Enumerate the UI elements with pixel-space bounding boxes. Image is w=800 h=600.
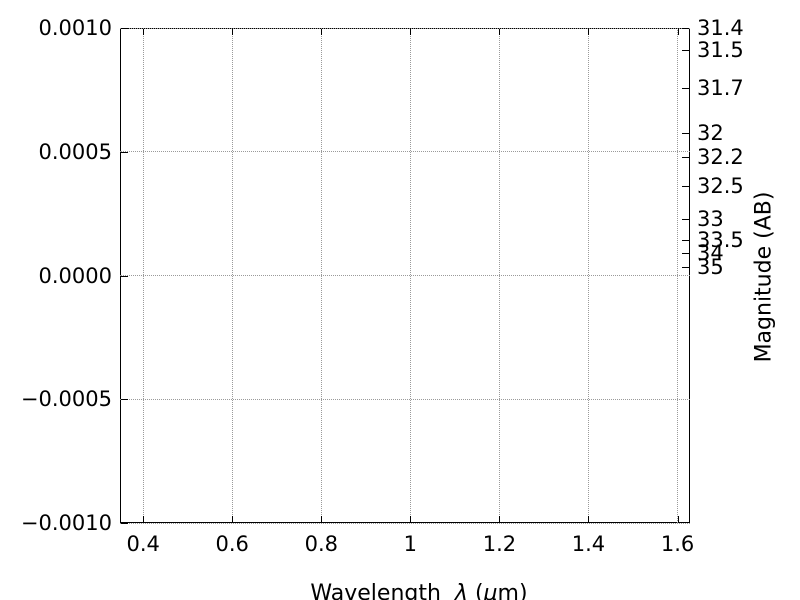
right-y-tick-label: 31.5 xyxy=(697,37,744,62)
x-tick-mark-bottom xyxy=(410,516,412,523)
right-y-axis-label: Magnitude (AB) xyxy=(751,191,777,363)
x-tick-label: 0.8 xyxy=(304,532,338,556)
x-axis-unit-close: m) xyxy=(497,581,528,600)
right-y-tick-mark xyxy=(682,239,689,241)
x-tick-label: 1 xyxy=(403,532,418,556)
x-tick-label: 0.6 xyxy=(215,532,249,556)
right-y-tick-label: 33 xyxy=(697,206,724,231)
lambda-symbol: λ xyxy=(454,581,468,600)
left-y-tick-label: −0.0005 xyxy=(20,387,112,412)
left-y-tick-mark xyxy=(121,28,128,29)
x-tick-mark-bottom xyxy=(499,516,501,523)
right-y-tick-mark xyxy=(682,185,689,187)
right-y-tick-label: 33.5 xyxy=(697,227,744,252)
x-tick-mark-bottom xyxy=(321,516,323,523)
right-y-tick-mark xyxy=(682,28,689,29)
right-y-tick-label: 31.4 xyxy=(697,16,744,40)
left-y-tick-label: −0.0010 xyxy=(20,511,112,535)
plot-area xyxy=(120,28,690,523)
x-tick-mark-top xyxy=(143,28,145,35)
x-tick-label: 0.4 xyxy=(126,532,160,556)
x-tick-mark-top xyxy=(677,28,679,35)
x-tick-mark-bottom xyxy=(677,516,679,523)
right-y-tick-label: 32.2 xyxy=(697,145,744,170)
x-tick-mark-top xyxy=(410,28,412,35)
right-y-tick-mark xyxy=(682,133,689,135)
right-y-tick-label: 31.7 xyxy=(697,75,744,100)
right-y-tick-label: 34 xyxy=(697,240,724,265)
x-tick-label: 1.2 xyxy=(482,532,517,556)
x-axis-label: Wavelength λ (μm) xyxy=(282,556,527,600)
left-y-tick-mark xyxy=(121,399,128,401)
x-tick-mark-bottom xyxy=(588,516,590,523)
x-tick-mark-top xyxy=(588,28,590,35)
x-tick-mark-bottom xyxy=(232,516,234,523)
right-y-tick-mark xyxy=(682,218,689,220)
right-y-tick-mark xyxy=(682,87,689,89)
left-y-tick-mark xyxy=(121,275,128,277)
x-tick-mark-top xyxy=(232,28,234,35)
x-tick-label: 1.4 xyxy=(571,532,606,556)
left-y-tick-label: 0.0005 xyxy=(38,139,112,164)
left-y-tick-label: 0.0010 xyxy=(38,16,112,40)
right-y-tick-label: 32 xyxy=(697,121,724,146)
right-y-tick-label: 32.5 xyxy=(697,173,744,198)
left-y-tick-mark xyxy=(121,523,128,524)
x-tick-mark-bottom xyxy=(143,516,145,523)
x-tick-mark-top xyxy=(499,28,501,35)
right-y-tick-mark xyxy=(682,157,689,159)
left-y-tick-mark xyxy=(121,151,128,153)
x-tick-mark-top xyxy=(321,28,323,35)
right-y-tick-mark xyxy=(682,49,689,51)
left-y-tick-label: 0.0000 xyxy=(38,263,112,288)
right-y-tick-mark xyxy=(682,252,689,254)
x-axis-unit-open: ( xyxy=(467,581,484,600)
x-axis-label-text: Wavelength xyxy=(310,581,455,600)
right-y-tick-mark xyxy=(682,266,689,268)
mu-symbol: μ xyxy=(483,581,498,600)
x-tick-label: 1.6 xyxy=(660,532,695,556)
right-y-tick-label: 35 xyxy=(697,254,724,279)
